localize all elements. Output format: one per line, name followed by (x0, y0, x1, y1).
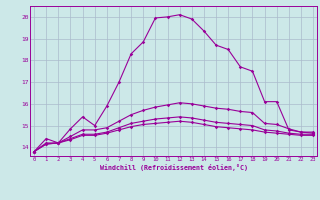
X-axis label: Windchill (Refroidissement éolien,°C): Windchill (Refroidissement éolien,°C) (100, 164, 248, 171)
